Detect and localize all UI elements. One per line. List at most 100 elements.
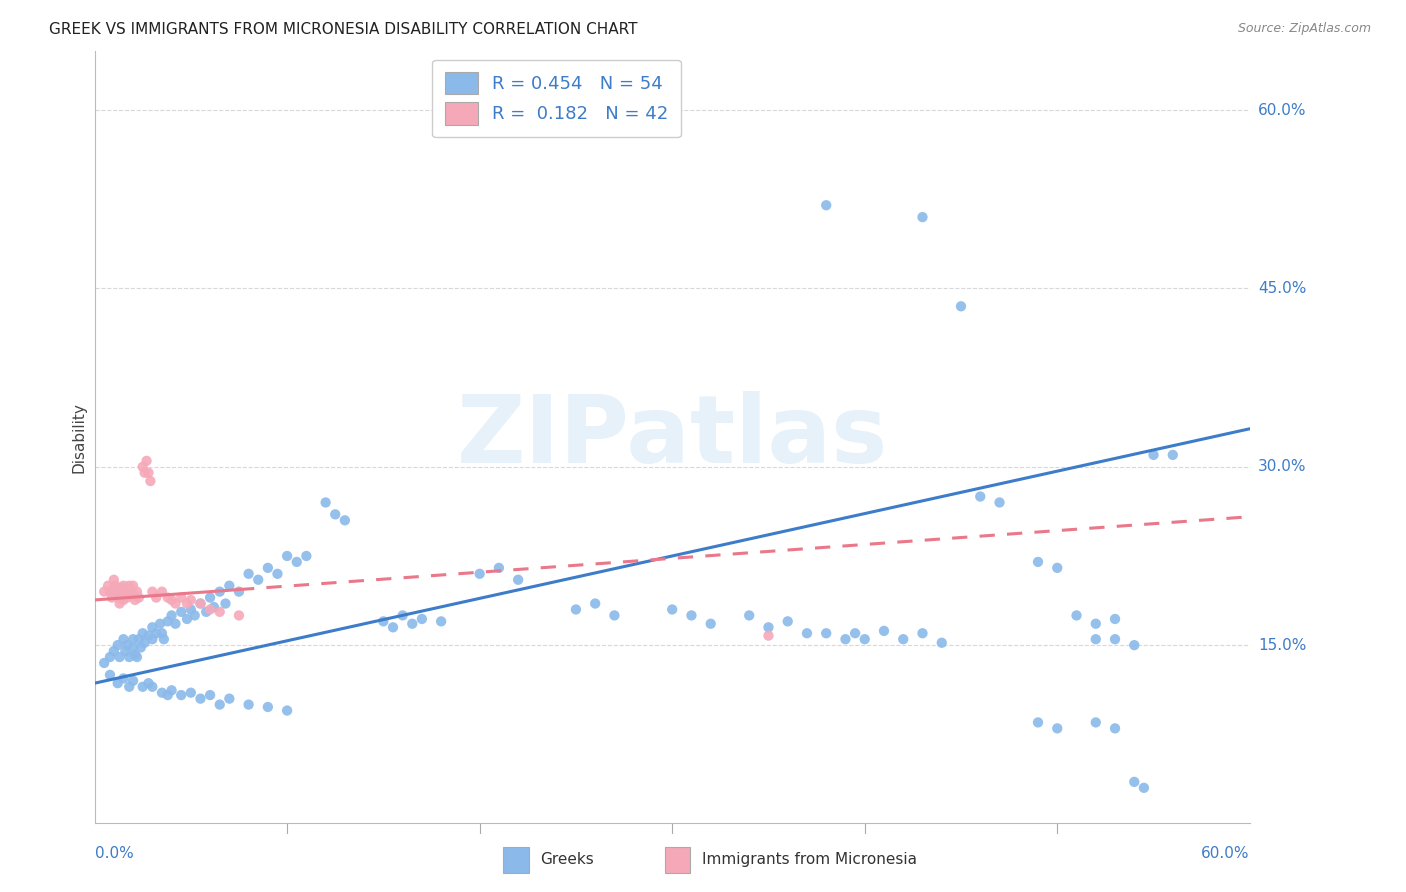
Point — [165, 616, 187, 631]
Text: 60.0%: 60.0% — [1258, 103, 1306, 118]
Point — [120, 584, 142, 599]
Point — [176, 612, 198, 626]
Point — [1133, 780, 1156, 795]
Point — [565, 602, 588, 616]
Point — [844, 626, 866, 640]
Point — [1084, 632, 1107, 647]
Point — [333, 513, 356, 527]
Point — [815, 626, 838, 640]
Point — [170, 605, 193, 619]
Y-axis label: Disability: Disability — [72, 401, 86, 473]
Point — [101, 591, 124, 605]
Point — [150, 686, 173, 700]
Point — [118, 680, 141, 694]
Point — [815, 198, 838, 212]
Point — [776, 615, 799, 629]
Point — [165, 597, 187, 611]
Text: Immigrants from Micronesia: Immigrants from Micronesia — [702, 853, 917, 867]
Point — [257, 561, 280, 575]
Point — [103, 644, 125, 658]
Point — [114, 584, 136, 599]
Point — [891, 632, 914, 647]
Point — [468, 566, 491, 581]
Point — [1161, 448, 1184, 462]
Point — [949, 299, 972, 313]
Point — [1046, 561, 1069, 575]
Point — [107, 638, 129, 652]
Point — [1084, 616, 1107, 631]
Point — [156, 615, 179, 629]
Point — [228, 608, 250, 623]
Point — [488, 561, 510, 575]
Point — [108, 650, 131, 665]
Point — [603, 608, 626, 623]
Point — [391, 608, 413, 623]
Point — [276, 549, 298, 563]
Text: GREEK VS IMMIGRANTS FROM MICRONESIA DISABILITY CORRELATION CHART: GREEK VS IMMIGRANTS FROM MICRONESIA DISA… — [49, 22, 638, 37]
Point — [1123, 638, 1146, 652]
Point — [108, 597, 131, 611]
Point — [180, 686, 202, 700]
Point — [145, 626, 167, 640]
Point — [141, 620, 163, 634]
Point — [156, 591, 179, 605]
Point — [124, 593, 146, 607]
Point — [738, 608, 761, 623]
Point — [323, 508, 346, 522]
Point — [1123, 775, 1146, 789]
Point — [117, 638, 139, 652]
Point — [93, 584, 115, 599]
Point — [315, 495, 337, 509]
Point — [208, 698, 231, 712]
Legend: R = 0.454   N = 54, R =  0.182   N = 42: R = 0.454 N = 54, R = 0.182 N = 42 — [433, 60, 681, 137]
Point — [1026, 715, 1049, 730]
Point — [180, 602, 202, 616]
Text: Greeks: Greeks — [540, 853, 593, 867]
Point — [214, 597, 236, 611]
Point — [218, 691, 240, 706]
Point — [125, 584, 148, 599]
Point — [134, 636, 156, 650]
Point — [170, 688, 193, 702]
Point — [117, 591, 139, 605]
Text: 15.0%: 15.0% — [1258, 638, 1306, 653]
Point — [796, 626, 818, 640]
Point — [131, 680, 153, 694]
Point — [190, 691, 212, 706]
Point — [1104, 612, 1126, 626]
Point — [122, 640, 145, 655]
Point — [124, 648, 146, 662]
Point — [228, 584, 250, 599]
Point — [508, 573, 530, 587]
Point — [141, 584, 163, 599]
Text: ZIPatlas: ZIPatlas — [457, 391, 887, 483]
Point — [238, 698, 260, 712]
Point — [195, 605, 218, 619]
Point — [266, 566, 288, 581]
Point — [107, 584, 129, 599]
Point — [176, 597, 198, 611]
Point — [911, 210, 934, 224]
Point — [373, 615, 395, 629]
Point — [118, 579, 141, 593]
Point — [931, 636, 953, 650]
Point — [382, 620, 405, 634]
Point — [988, 495, 1011, 509]
Point — [198, 688, 221, 702]
Point — [118, 650, 141, 665]
Point — [758, 629, 780, 643]
Point — [153, 632, 176, 647]
Point — [97, 579, 120, 593]
Point — [699, 616, 721, 631]
Point — [138, 676, 160, 690]
Point — [131, 459, 153, 474]
Point — [1104, 632, 1126, 647]
Point — [401, 616, 423, 631]
Point — [145, 591, 167, 605]
Text: 30.0%: 30.0% — [1258, 459, 1306, 475]
Point — [853, 632, 876, 647]
Point — [295, 549, 318, 563]
Point — [218, 579, 240, 593]
Point — [969, 490, 991, 504]
Point — [411, 612, 433, 626]
